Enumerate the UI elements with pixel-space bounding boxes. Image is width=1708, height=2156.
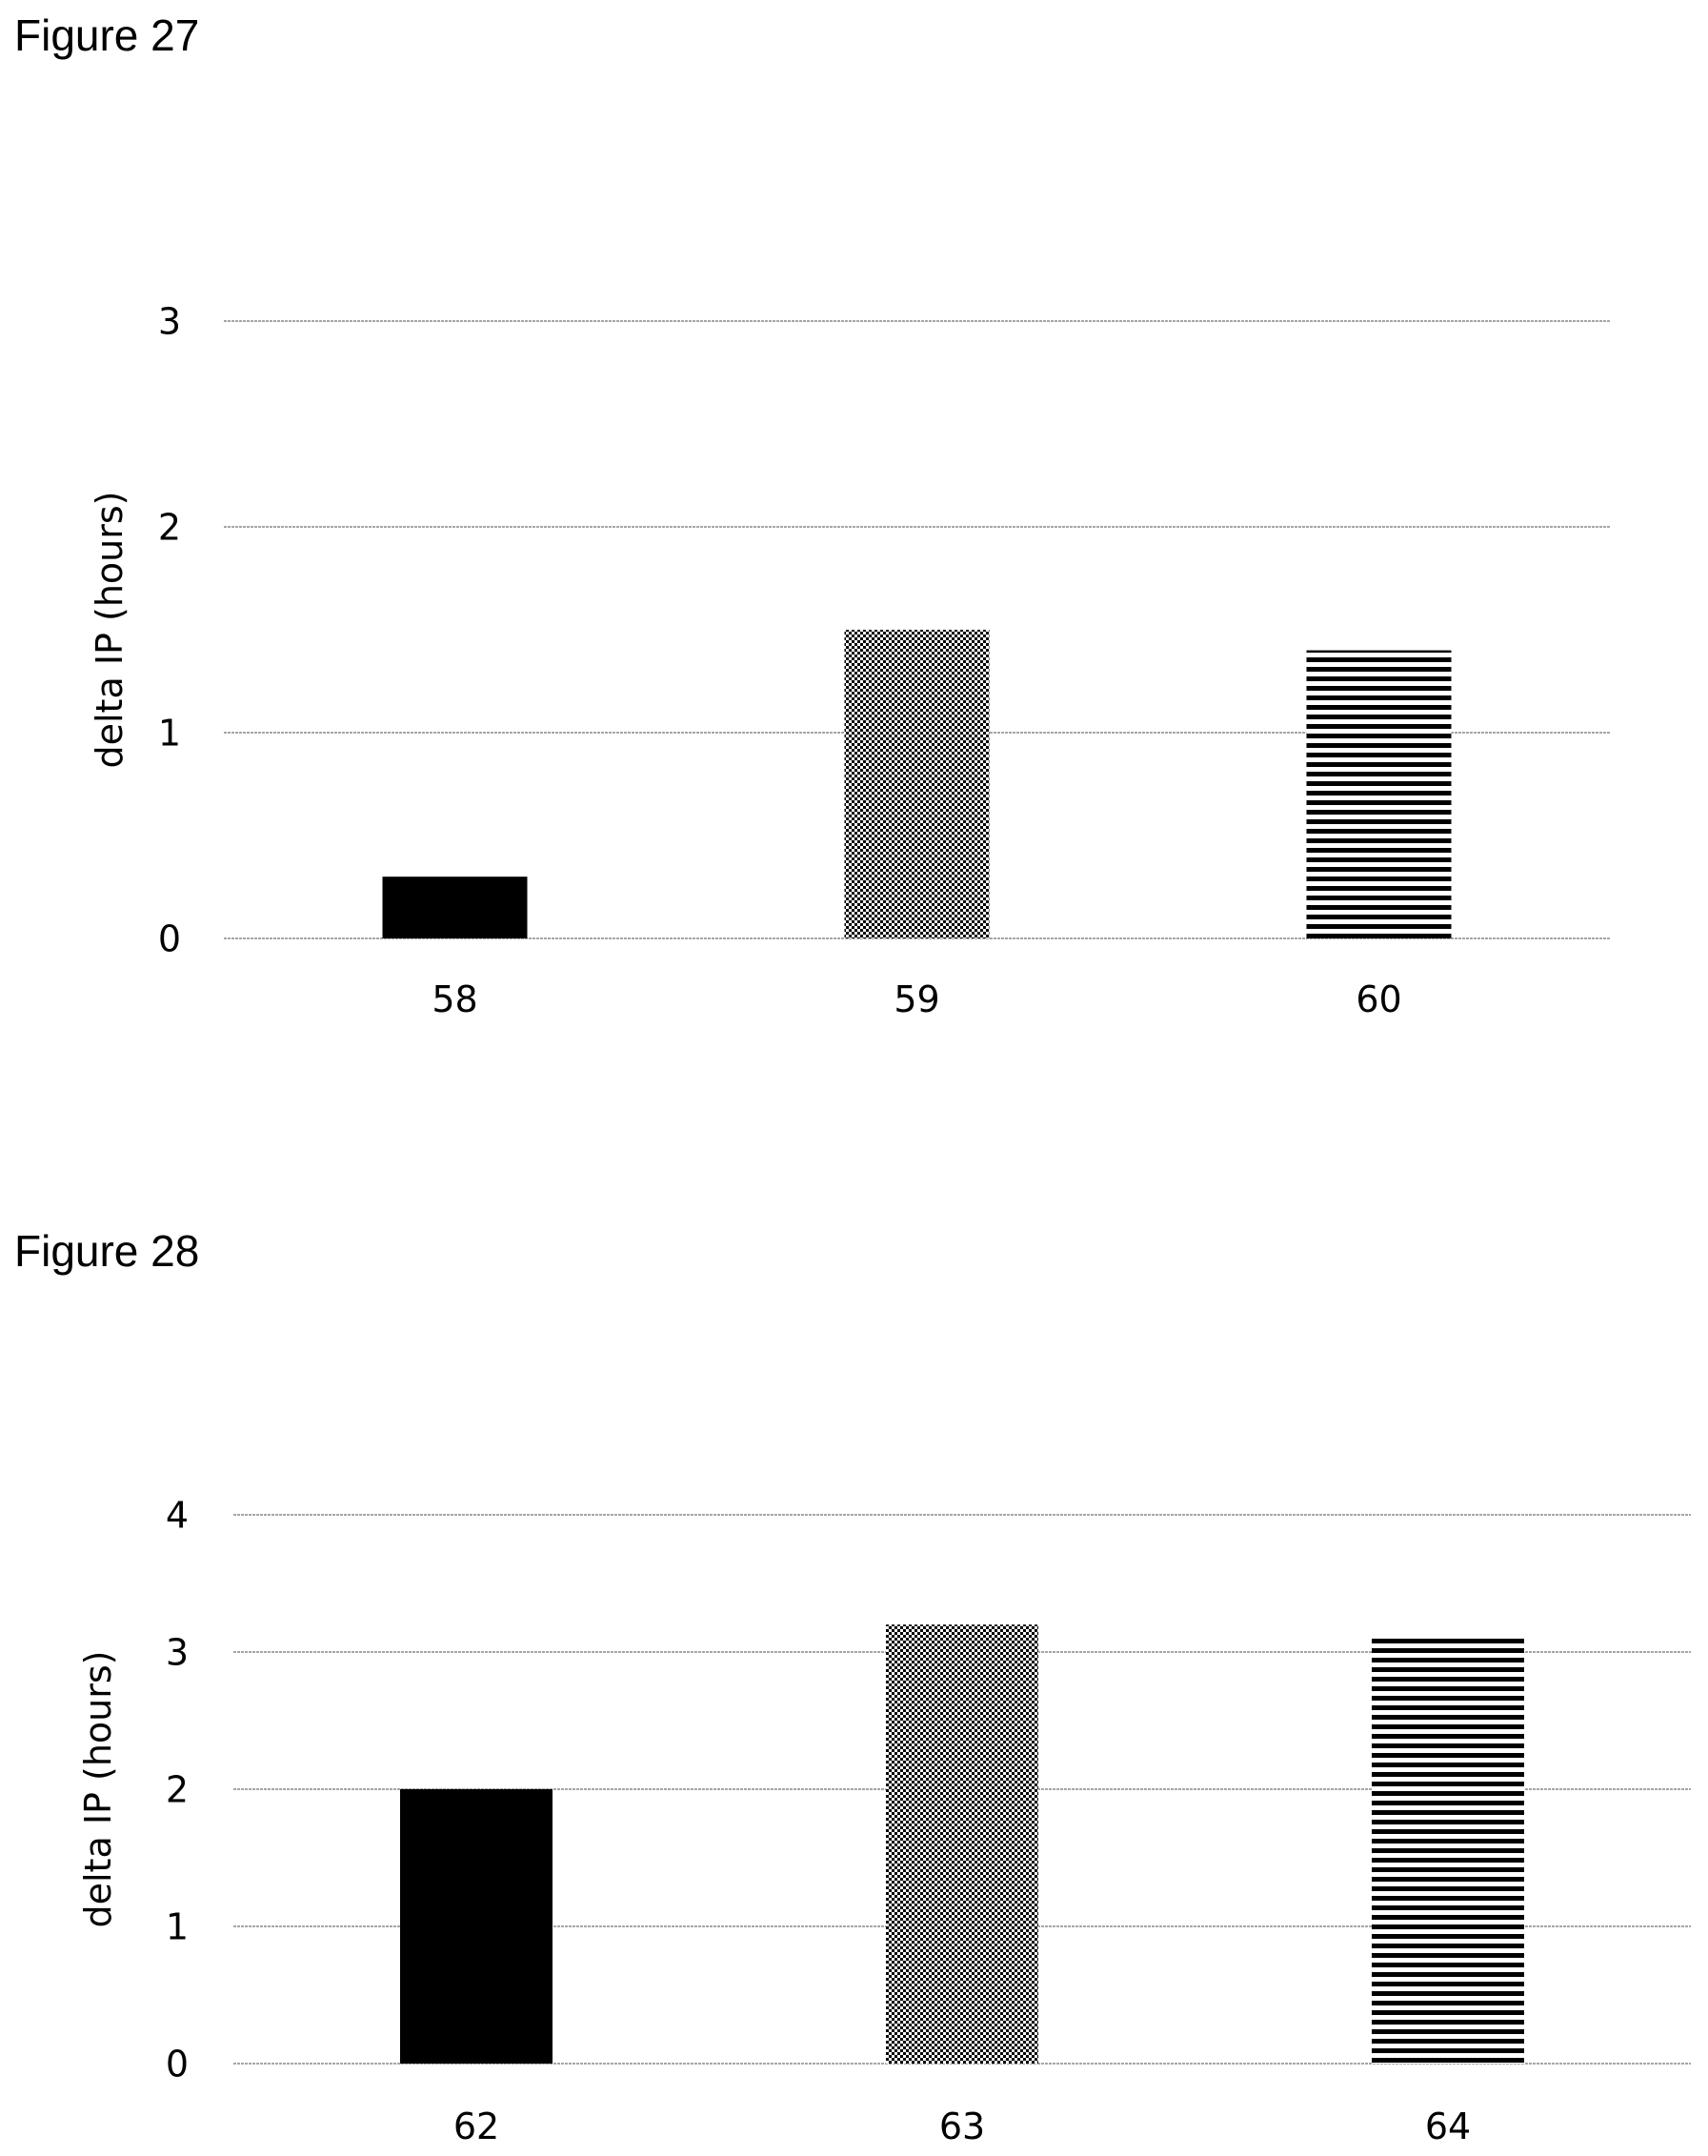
x-category-label: 63: [939, 2106, 985, 2147]
y-tick-label: 2: [166, 1769, 189, 1811]
y-tick-label: 3: [166, 1632, 189, 1674]
figure-28-label: Figure 28: [14, 1226, 200, 1276]
y-tick-label: 0: [158, 918, 181, 960]
y-tick-label: 3: [158, 301, 181, 343]
x-category-label: 60: [1356, 978, 1401, 1020]
x-category-label: 59: [894, 978, 939, 1020]
y-tick-label: 4: [166, 1495, 189, 1537]
bar-63: [886, 1624, 1038, 2064]
bar-62: [400, 1789, 553, 2064]
bar-60: [1306, 650, 1452, 938]
figure-27-label: Figure 27: [14, 10, 200, 60]
figure-27-bar-chart: 0 1 2 3 58 59 60 delta IP (hours): [89, 301, 1610, 1020]
y-axis-label: delta IP (hours): [77, 1650, 119, 1927]
bar-59: [844, 630, 990, 938]
x-category-label: 58: [432, 978, 477, 1020]
y-tick-label: 0: [166, 2044, 189, 2085]
y-tick-label: 1: [166, 1906, 189, 1948]
y-tick-label: 1: [158, 713, 181, 755]
bar-64: [1372, 1638, 1524, 2064]
x-category-label: 64: [1425, 2106, 1471, 2147]
x-category-label: 62: [453, 2106, 499, 2147]
y-tick-label: 2: [158, 507, 181, 549]
bar-58: [382, 877, 528, 938]
y-axis-label: delta IP (hours): [89, 491, 131, 768]
